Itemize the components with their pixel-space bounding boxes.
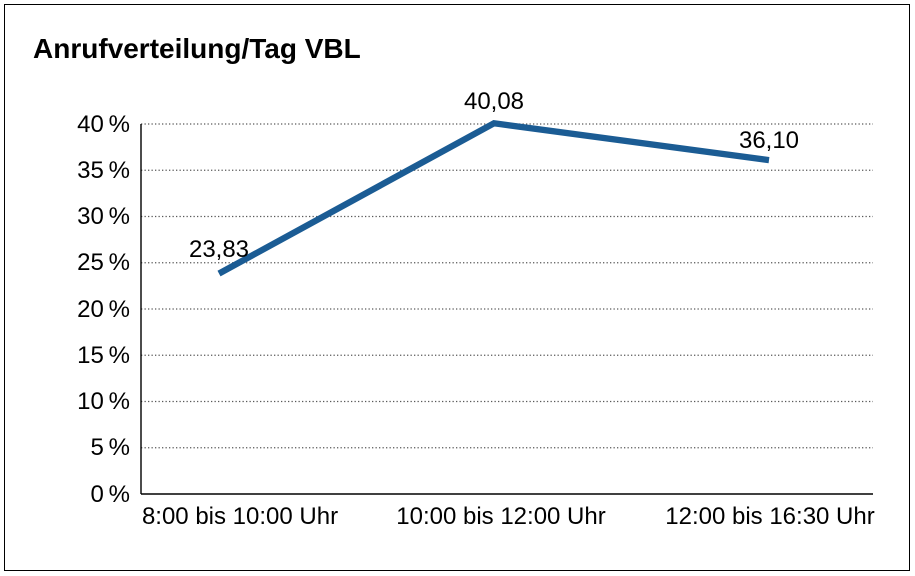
svg-text:30 %: 30 % — [77, 203, 130, 230]
svg-text:10:00 bis 12:00 Uhr: 10:00 bis 12:00 Uhr — [396, 503, 605, 530]
svg-text:36,10: 36,10 — [739, 127, 799, 154]
svg-text:0 %: 0 % — [91, 481, 131, 508]
svg-text:25 %: 25 % — [77, 249, 130, 276]
svg-text:5 %: 5 % — [91, 434, 131, 461]
svg-text:15 %: 15 % — [77, 342, 130, 369]
svg-text:40 %: 40 % — [77, 111, 130, 138]
svg-text:40,08: 40,08 — [464, 88, 524, 115]
svg-text:20 %: 20 % — [77, 296, 130, 323]
svg-text:23,83: 23,83 — [189, 236, 249, 263]
svg-text:12:00 bis 16:30 Uhr: 12:00 bis 16:30 Uhr — [665, 503, 874, 530]
svg-text:35 %: 35 % — [77, 157, 130, 184]
svg-text:10 %: 10 % — [77, 388, 130, 415]
svg-text:8:00 bis 10:00 Uhr: 8:00 bis 10:00 Uhr — [142, 503, 338, 530]
